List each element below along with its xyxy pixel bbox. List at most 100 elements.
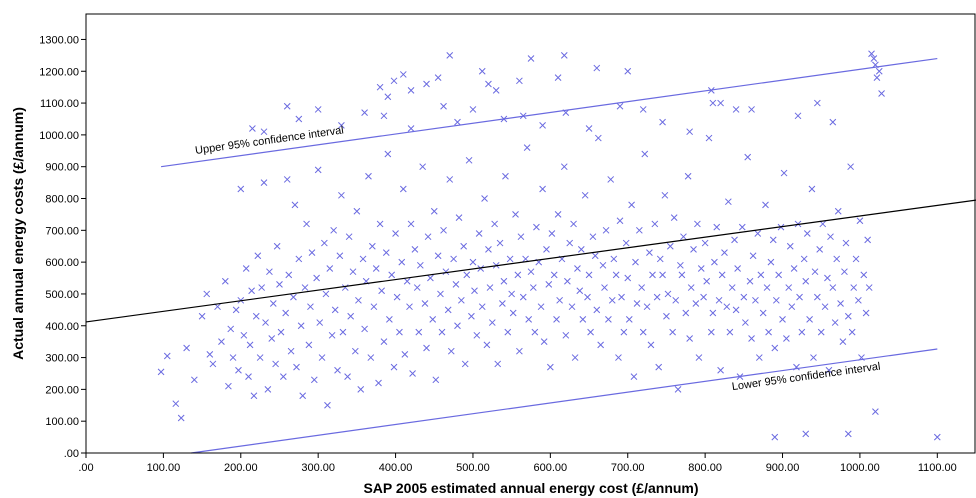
- data-point: [246, 341, 254, 349]
- data-point: [235, 366, 242, 374]
- data-point: [177, 414, 185, 422]
- data-point: [574, 265, 581, 272]
- data-point: [409, 370, 416, 377]
- data-point: [618, 293, 625, 301]
- data-point: [850, 284, 858, 291]
- data-point: [313, 274, 320, 282]
- x-tick-label: 1100.00: [918, 462, 957, 474]
- data-point: [206, 351, 214, 358]
- data-point: [677, 261, 684, 269]
- data-point: [757, 271, 765, 279]
- data-point: [157, 368, 165, 376]
- data-point: [651, 220, 659, 228]
- data-point: [655, 363, 663, 371]
- data-point: [817, 328, 825, 336]
- data-point: [399, 185, 407, 193]
- data-point: [659, 271, 666, 279]
- data-point: [357, 386, 365, 393]
- data-point: [328, 331, 336, 339]
- data-point: [701, 239, 709, 247]
- data-point: [819, 220, 827, 228]
- data-point: [656, 255, 664, 263]
- data-point: [672, 296, 680, 304]
- data-point: [568, 303, 576, 311]
- data-point: [624, 274, 632, 282]
- data-point: [587, 328, 594, 336]
- data-point: [240, 331, 248, 339]
- data-point: [556, 296, 563, 304]
- data-point: [709, 309, 717, 317]
- data-point: [808, 185, 816, 193]
- plot-frame: [85, 13, 976, 454]
- data-point: [639, 328, 647, 336]
- data-point: [759, 309, 767, 317]
- data-point: [398, 258, 406, 266]
- data-point: [775, 271, 783, 279]
- data-point: [452, 281, 460, 288]
- data-point: [468, 312, 475, 320]
- data-point: [396, 328, 403, 336]
- data-point: [829, 118, 837, 126]
- data-point: [469, 258, 477, 266]
- x-axis: .00 100.00 200.00 300.00 400.00 500.00 600.00 7…: [78, 453, 957, 474]
- data-point: [864, 236, 872, 244]
- data-point: [399, 71, 407, 78]
- data-point: [488, 319, 496, 326]
- data-point: [500, 277, 508, 285]
- data-point: [584, 293, 591, 301]
- x-tick-label: .00: [78, 462, 93, 474]
- data-point: [407, 86, 415, 94]
- data-point: [314, 106, 322, 113]
- data-point: [307, 303, 314, 311]
- data-point: [442, 268, 450, 276]
- data-point: [703, 277, 711, 285]
- data-point: [229, 354, 237, 361]
- data-point: [779, 316, 786, 323]
- data-point: [686, 335, 694, 342]
- x-tick-label: 400.00: [379, 462, 413, 474]
- data-point: [694, 220, 701, 228]
- data-point: [266, 268, 273, 276]
- data-point: [624, 67, 632, 75]
- data-point: [811, 268, 819, 276]
- data-point: [800, 255, 808, 263]
- data-point: [401, 351, 409, 358]
- data-point: [250, 392, 258, 400]
- data-point: [594, 134, 602, 142]
- data-point: [723, 303, 731, 311]
- data-point: [427, 274, 434, 282]
- y-tick-label: 300.00: [45, 353, 79, 365]
- data-point: [856, 217, 864, 225]
- data-point: [478, 67, 486, 75]
- data-point: [803, 230, 811, 237]
- data-point: [314, 166, 322, 174]
- data-point: [772, 296, 780, 304]
- data-point: [633, 300, 641, 307]
- data-point: [509, 309, 517, 317]
- data-point: [794, 112, 802, 120]
- data-point: [432, 376, 440, 384]
- data-point: [460, 242, 468, 250]
- data-point: [599, 261, 607, 269]
- upper-confidence-line: [160, 57, 938, 168]
- data-point: [232, 306, 240, 314]
- data-point: [829, 284, 837, 291]
- data-point: [593, 306, 601, 314]
- data-point: [786, 242, 794, 250]
- data-point: [855, 296, 862, 304]
- x-tick-label: 100.00: [147, 462, 181, 474]
- data-point: [837, 300, 844, 307]
- x-tick-label: 700.00: [611, 462, 645, 474]
- data-point: [740, 293, 748, 301]
- data-point: [687, 284, 695, 291]
- data-point: [506, 255, 514, 263]
- data-point: [331, 306, 339, 314]
- data-point: [597, 341, 605, 349]
- y-tick-label: 1100.00: [40, 98, 79, 110]
- data-point: [732, 106, 740, 113]
- data-point: [754, 230, 762, 237]
- data-point: [403, 277, 411, 285]
- data-point: [256, 354, 264, 361]
- data-point: [463, 271, 471, 279]
- data-point: [738, 223, 746, 231]
